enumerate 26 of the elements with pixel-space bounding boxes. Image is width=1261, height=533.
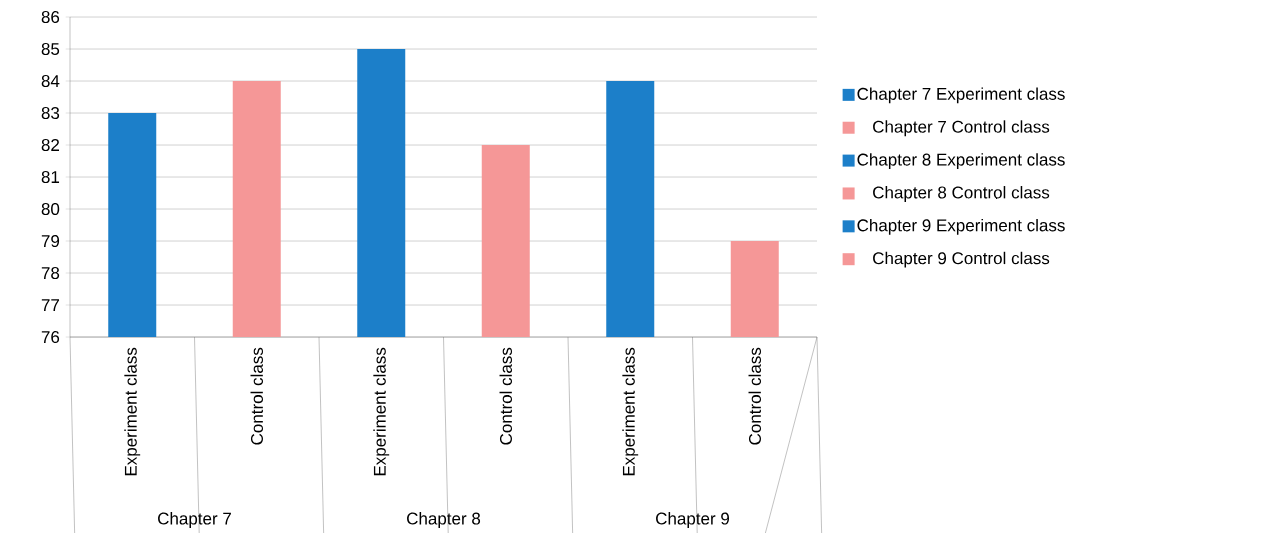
y-tick-label: 76 bbox=[41, 331, 60, 344]
x-tick-label: Control class bbox=[748, 347, 762, 445]
y-tick-label: 80 bbox=[41, 203, 60, 216]
legend-label: Chapter 7 Control class bbox=[873, 120, 1050, 137]
x-tick-label: Control class bbox=[499, 347, 512, 445]
legend-label: Chapter 8 Experiment class bbox=[857, 153, 1065, 170]
x-tick-label: Control class bbox=[250, 347, 263, 445]
y-tick-label: 85 bbox=[41, 43, 60, 56]
x-tick-label: Experiment class bbox=[373, 347, 390, 476]
y-tick-label: 84 bbox=[41, 75, 60, 88]
text: Chapter 8 bbox=[407, 512, 481, 528]
text: Chapter 7 bbox=[158, 512, 231, 528]
legend-label: Chapter 9 Experiment class bbox=[857, 218, 1065, 235]
legend-label: Chapter 8 Control class bbox=[873, 186, 1050, 202]
y-tick-label: 81 bbox=[41, 171, 60, 184]
y-tick-label: 86 bbox=[41, 11, 60, 24]
x-tick-label: Experiment class bbox=[622, 347, 639, 476]
x-tick-label: Experiment class bbox=[124, 347, 141, 476]
legend-label: Chapter 9 Control class bbox=[873, 251, 1050, 268]
legend-label: Chapter 7 Experiment class bbox=[857, 87, 1065, 104]
y-tick-label: 83 bbox=[41, 107, 60, 120]
y-tick-label: 79 bbox=[41, 235, 60, 248]
y-tick-label: 77 bbox=[41, 299, 59, 311]
text: Chapter 9 bbox=[656, 512, 730, 528]
y-tick-label: 78 bbox=[41, 267, 60, 280]
y-tick-label: 82 bbox=[41, 139, 59, 152]
